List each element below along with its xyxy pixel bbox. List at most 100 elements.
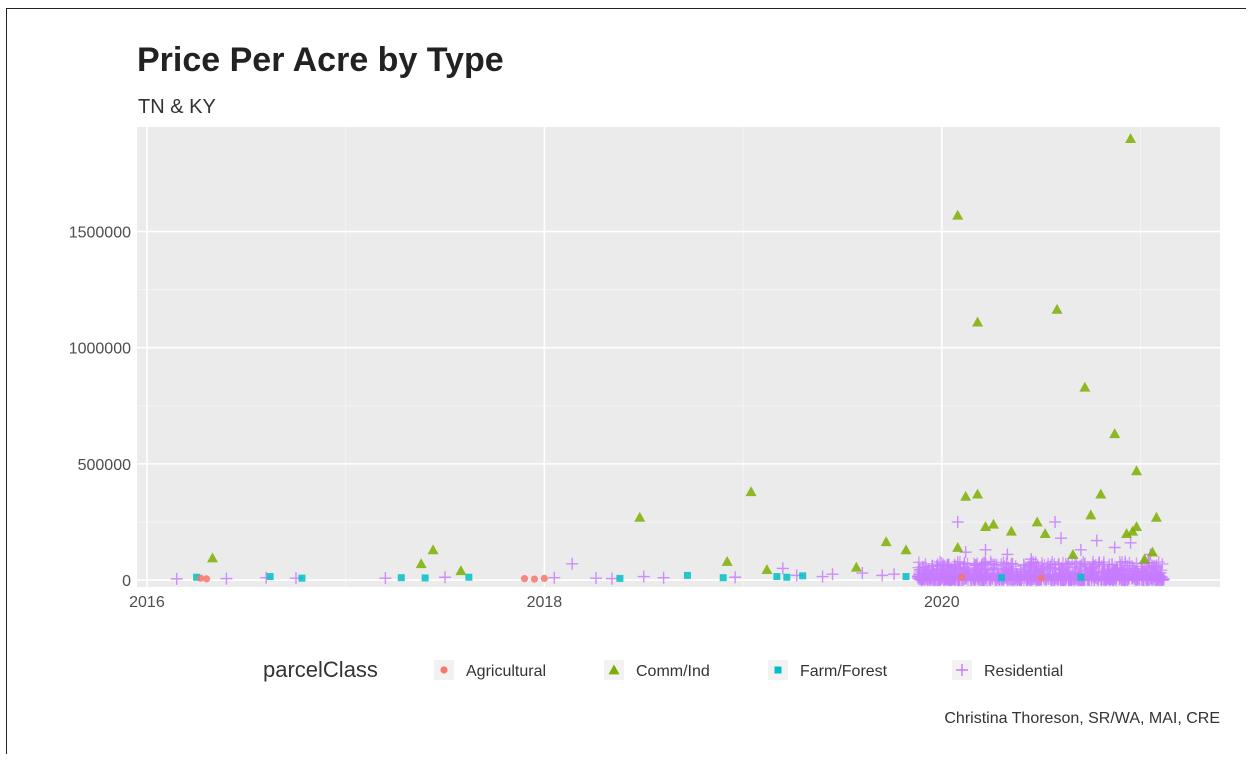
x-tick-label: 2018	[527, 594, 563, 611]
residential-band-point	[1117, 574, 1130, 587]
legend: parcelClass Agricultural Comm/Ind Farm/For…	[263, 657, 1063, 682]
farm-forest-point	[1077, 573, 1085, 581]
residential-band-point	[1128, 562, 1141, 575]
residential-point	[1025, 553, 1038, 566]
axis-layer: 0 500000 1000000 1500000 2016 2018 2020	[69, 225, 960, 611]
residential-band-point	[974, 565, 987, 578]
comm-ind-point	[952, 542, 964, 552]
legend-key	[440, 666, 448, 674]
y-tick-label: 1500000	[69, 225, 131, 242]
residential-point	[379, 572, 392, 585]
residential-band-point	[1097, 573, 1110, 586]
comm-ind-point	[900, 544, 912, 555]
residential-band-point	[1103, 558, 1116, 571]
residential-point	[979, 543, 992, 556]
y-tick-label: 0	[122, 573, 131, 590]
residential-band-point	[990, 562, 1003, 575]
residential-band-point	[1018, 563, 1031, 576]
comm-ind-point	[972, 488, 984, 499]
comm-ind-point	[415, 558, 427, 569]
residential-band-point	[1046, 570, 1059, 583]
legend-key	[956, 664, 968, 676]
residential-band-point	[1013, 571, 1025, 584]
residential-band-point	[1036, 557, 1049, 570]
residential-band-point	[935, 571, 948, 584]
residential-band-point	[1108, 563, 1121, 576]
residential-point	[951, 515, 964, 528]
residential-point	[729, 571, 742, 584]
points-layer	[170, 133, 1170, 587]
legend-title: parcelClass	[263, 657, 378, 682]
legend-label: Agricultural	[466, 663, 546, 680]
farm-forest-point	[997, 574, 1005, 582]
comm-ind-point	[1125, 133, 1137, 144]
comm-ind-point	[972, 316, 984, 327]
residential-band-point	[1111, 561, 1124, 574]
farm-forest-point	[193, 573, 201, 581]
residential-band-point	[932, 572, 945, 585]
residential-point	[876, 569, 889, 582]
residential-band-point	[942, 568, 955, 581]
farm-forest-point	[421, 574, 429, 582]
residential-point	[1001, 548, 1014, 561]
residential-point	[1108, 541, 1121, 554]
farm-forest-point	[616, 574, 624, 582]
x-tick-label: 2016	[129, 594, 165, 611]
residential-band-point	[1066, 566, 1079, 579]
farm-forest-point	[397, 574, 405, 582]
residential-band-point	[977, 572, 990, 585]
residential-point	[888, 568, 901, 581]
comm-ind-point	[1079, 381, 1091, 392]
chart-title: Price Per Acre by Type	[137, 41, 504, 79]
residential-point	[170, 572, 183, 585]
comm-ind-point	[634, 511, 646, 522]
comm-ind-point	[1005, 525, 1017, 536]
chart-caption: Christina Thoreson, SR/WA, MAI, CRE	[944, 710, 1220, 727]
comm-ind-point	[1150, 511, 1162, 522]
residential-point	[590, 572, 603, 585]
comm-ind-point	[1109, 428, 1121, 439]
residential-band-point	[969, 559, 982, 572]
residential-point	[548, 571, 561, 584]
residential-band-point	[1048, 573, 1061, 586]
agricultural-point	[202, 575, 211, 583]
chart-svg: Price Per Acre by Type TN & KY 0 500000 10…	[7, 9, 1247, 755]
residential-point	[776, 562, 789, 575]
legend-key	[774, 666, 782, 674]
residential-point	[959, 546, 972, 559]
residential-point	[220, 572, 233, 585]
residential-point	[1055, 532, 1068, 545]
comm-ind-point	[1051, 303, 1063, 314]
residential-band-point	[924, 574, 937, 587]
legend-key	[608, 664, 620, 675]
comm-ind-point	[1131, 521, 1143, 531]
comm-ind-point	[1031, 516, 1043, 527]
residential-band-point	[1085, 561, 1098, 574]
comm-ind-point	[1131, 465, 1143, 476]
farm-forest-point	[298, 574, 306, 582]
chart-subtitle: TN & KY	[138, 96, 216, 118]
residential-point	[1049, 515, 1062, 528]
comm-ind-point	[1095, 488, 1107, 499]
residential-band-point	[1122, 565, 1135, 578]
residential-point	[826, 568, 839, 581]
residential-point	[856, 567, 869, 580]
comm-ind-point	[721, 555, 733, 566]
residential-band-point	[967, 567, 980, 580]
legend-label: Farm/Forest	[800, 663, 888, 680]
farm-forest-point	[719, 574, 727, 582]
residential-band-point	[1059, 557, 1072, 570]
agricultural-point	[520, 575, 529, 583]
agricultural-point	[1037, 574, 1045, 582]
residential-point	[637, 570, 650, 583]
legend-label: Residential	[984, 663, 1063, 680]
residential-point	[911, 570, 924, 583]
residential-band-point	[1088, 560, 1101, 573]
residential-band-point	[1145, 559, 1158, 572]
plot-panel	[137, 127, 1220, 587]
residential-point	[1124, 536, 1137, 549]
residential-band-point	[1114, 559, 1127, 572]
y-tick-label: 1000000	[69, 341, 131, 358]
comm-ind-point	[1146, 546, 1158, 557]
comm-ind-point	[761, 564, 773, 574]
